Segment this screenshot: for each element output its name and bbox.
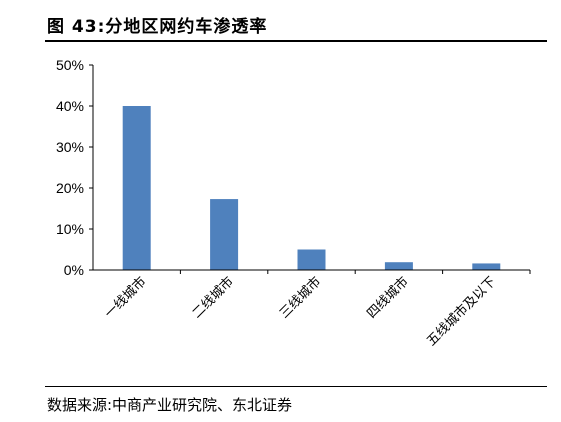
source-divider: [45, 386, 547, 387]
y-tick-label: 10%: [56, 221, 84, 237]
bar: [384, 262, 413, 270]
source-note: 数据来源:中商产业研究院、东北证券: [47, 396, 293, 414]
x-category-label: 一线城市: [101, 274, 149, 322]
y-tick-label: 20%: [56, 180, 84, 196]
page-title: 图 43:分地区网约车渗透率: [47, 17, 268, 37]
y-tick-label: 50%: [56, 57, 84, 73]
x-category-label: 四线城市: [364, 274, 412, 322]
y-tick-label: 40%: [56, 98, 84, 114]
x-category-label: 三线城市: [276, 274, 324, 322]
bar-chart: 0% 10% 20% 30% 40% 50% 一线城市 二线城市 三线城市 四线城市 五线城市及以…: [56, 57, 531, 350]
bar: [122, 106, 151, 270]
bar: [210, 199, 239, 270]
title-divider: [45, 40, 547, 42]
y-tick-label: 30%: [56, 139, 84, 155]
bar: [472, 263, 501, 270]
x-category-label: 五线城市及以下: [423, 274, 499, 350]
x-category-label: 二线城市: [189, 274, 237, 322]
y-tick-label: 0%: [64, 262, 84, 278]
bar: [297, 249, 326, 270]
